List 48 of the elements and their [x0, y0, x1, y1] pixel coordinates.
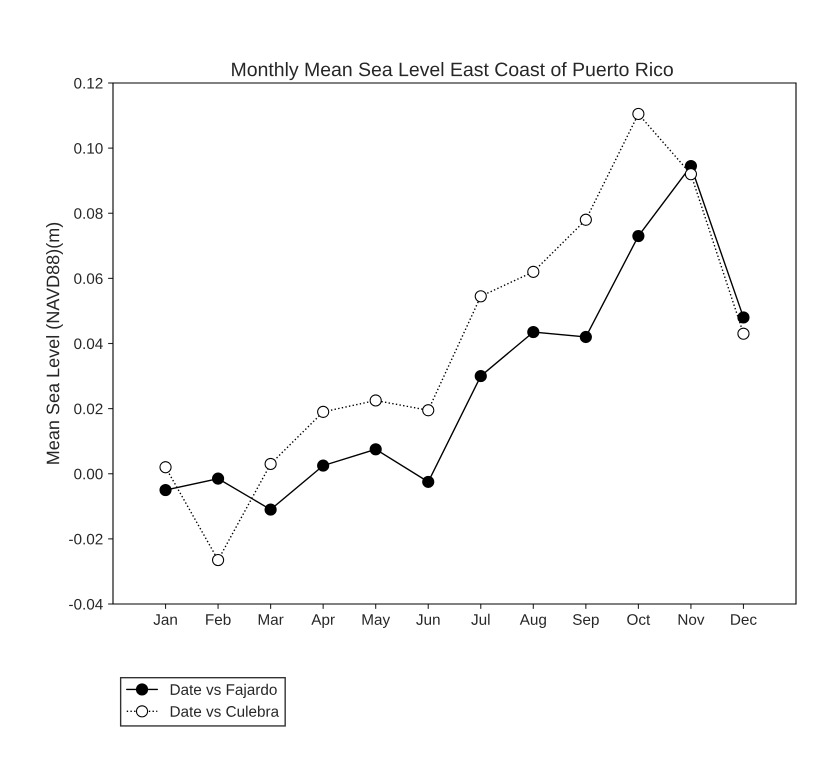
x-tick-label: Sep — [572, 614, 599, 628]
point — [159, 461, 172, 474]
chart-title: Monthly Mean Sea Level East Coast of Puerto Rico — [232, 62, 673, 80]
y-tick-label: 0.08 — [74, 208, 103, 219]
x-tick-label: May — [362, 614, 390, 628]
point — [632, 108, 644, 120]
legend-label: Date vs Fajardo — [170, 684, 277, 698]
y-tick-label: 0.04 — [74, 338, 103, 350]
y-tick-label: -0.02 — [69, 534, 103, 545]
point — [212, 554, 224, 566]
point — [422, 476, 434, 488]
point — [370, 443, 382, 456]
point — [264, 458, 277, 470]
x-tick-label: Dec — [731, 614, 757, 625]
y-tick-label: 0.00 — [74, 468, 103, 480]
x-tick-label: Feb — [206, 614, 231, 625]
x-tick-label: Nov — [678, 614, 704, 625]
point — [474, 370, 487, 382]
point — [527, 266, 540, 278]
point — [580, 330, 592, 344]
point — [370, 394, 382, 407]
point — [527, 326, 540, 338]
legend-label: Date vs Culebra — [170, 706, 280, 717]
point — [317, 406, 330, 418]
y-tick-label: -0.04 — [69, 598, 103, 610]
x-tick-label: Jan — [153, 614, 177, 625]
point — [684, 168, 697, 180]
point — [264, 503, 277, 516]
point — [580, 214, 592, 226]
point — [474, 290, 487, 302]
point — [737, 311, 750, 324]
y-tick-label: 0.06 — [74, 273, 103, 284]
y-axis-title: Mean Sea Level (NAVD88)(m) — [46, 222, 63, 464]
x-tick-label: Jun — [416, 614, 440, 625]
x-tick-label: Oct — [627, 614, 650, 625]
point — [212, 472, 224, 485]
point — [422, 404, 434, 416]
point — [632, 230, 644, 242]
y-tick-label: 0.02 — [74, 403, 103, 414]
point — [159, 484, 172, 496]
x-tick-label: Aug — [520, 614, 546, 628]
x-tick-label: Apr — [311, 614, 335, 628]
point — [737, 328, 750, 340]
y-tick-label: 0.10 — [74, 142, 103, 154]
y-tick-label: 0.12 — [74, 78, 103, 89]
x-tick-label: Jul — [471, 614, 490, 625]
x-tick-label: Mar — [258, 614, 284, 625]
point — [317, 460, 330, 472]
